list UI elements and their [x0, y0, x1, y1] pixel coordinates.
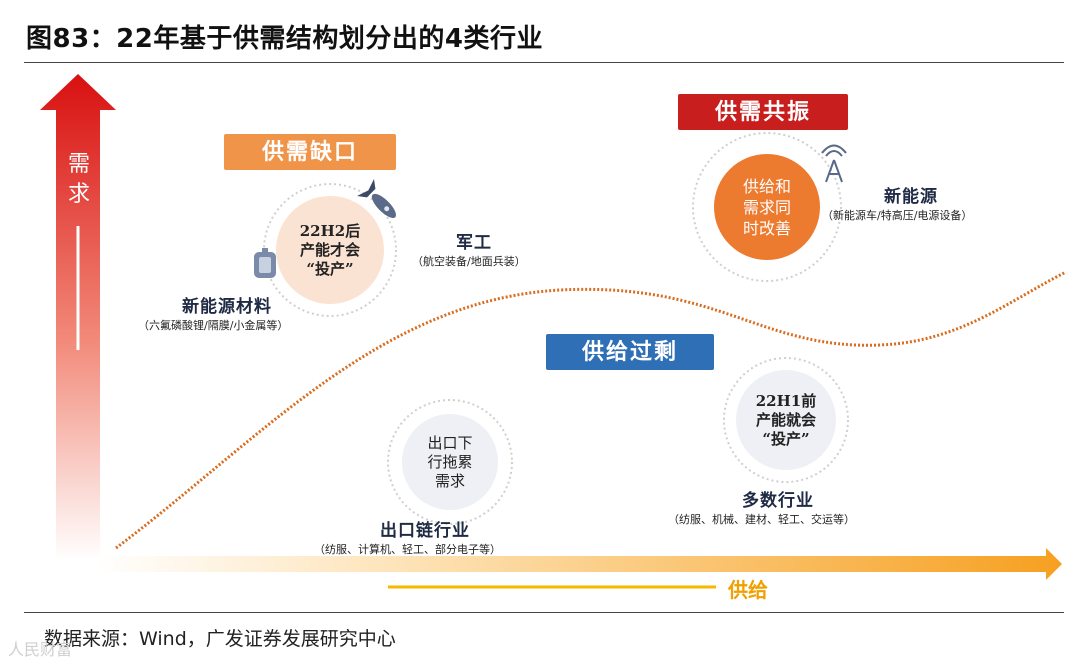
industry-name: 军工	[456, 233, 492, 253]
export-ring	[387, 399, 513, 525]
resonance-note-line2: 需求同	[742, 197, 791, 217]
surplus-ring	[723, 357, 849, 483]
surplus-note-line1: 22H1前	[755, 391, 817, 410]
watermark: 人民财富	[8, 640, 73, 659]
supply-axis-arrow	[96, 548, 1062, 589]
surplus-note-line3: “投产”	[762, 429, 810, 448]
rocket-icon	[357, 179, 396, 218]
demand-label-line1: 需	[67, 152, 90, 177]
resonance-ring	[692, 132, 842, 282]
shortage-note-line1: 22H2后	[299, 221, 361, 240]
battery-icon	[254, 248, 276, 278]
industry-new-energy-materials: 新能源材料 （六氟磷酸锂/隔膜/小金属等）	[138, 292, 288, 333]
supply-demand-resonance-tag: 供需共振	[678, 94, 848, 130]
source-note: 数据来源：Wind，广发证券发展研究中心	[44, 628, 396, 650]
industry-detail: （六氟磷酸锂/隔膜/小金属等）	[138, 319, 289, 332]
footer-rule	[24, 612, 1064, 613]
industry-new-energy: 新能源 （新能源车/特高压/电源设备）	[822, 182, 972, 223]
demand-axis-label: 需 求	[64, 150, 94, 210]
industry-detail: （航空装备/地面兵装）	[412, 255, 526, 268]
resonance-note-line3: 时改善	[742, 218, 791, 238]
title-rule	[24, 62, 1064, 63]
signal-tower-icon	[821, 144, 847, 183]
surplus-note-line2: 产能就会	[755, 410, 816, 429]
export-note-line2: 行拖累	[427, 452, 473, 471]
shortage-note-line3: “投产”	[306, 259, 354, 278]
industry-military: 军工 （航空装备/地面兵装）	[412, 228, 526, 269]
industry-detail: （新能源车/特高压/电源设备）	[822, 209, 973, 222]
export-note-bubble: 出口下 行拖累 需求	[402, 414, 498, 510]
industry-many: 多数行业 （纺服、机械、建材、轻工、交运等）	[668, 486, 855, 527]
export-note-line3: 需求	[434, 471, 465, 490]
surplus-note-bubble: 22H1前 产能就会 “投产”	[736, 370, 836, 470]
shortage-note-bubble: 22H2后 产能才会 “投产”	[276, 196, 384, 304]
supply-axis-label: 供给	[728, 578, 768, 602]
figure-title: 图83：22年基于供需结构划分出的4类行业	[26, 24, 543, 54]
industry-detail: （纺服、机械、建材、轻工、交运等）	[668, 513, 855, 526]
industry-name: 新能源	[884, 187, 938, 207]
industry-export-chain: 出口链行业 （纺服、计算机、轻工、部分电子等）	[314, 516, 501, 557]
resonance-note-bubble: 供给和 需求同 时改善	[714, 154, 820, 260]
supply-shortage-tag: 供需缺口	[224, 134, 396, 170]
demand-label-line2: 求	[67, 182, 90, 207]
supply-surplus-tag: 供给过剩	[546, 334, 714, 370]
shortage-note-line2: 产能才会	[299, 240, 360, 259]
shortage-ring	[263, 183, 397, 317]
export-note-line1: 出口下	[427, 433, 473, 452]
demand-axis-arrow	[40, 74, 116, 560]
industry-name: 出口链行业	[380, 521, 470, 541]
industry-name: 新能源材料	[182, 297, 272, 317]
industry-detail: （纺服、计算机、轻工、部分电子等）	[314, 543, 501, 556]
resonance-note-line1: 供给和	[742, 176, 791, 196]
industry-name: 多数行业	[742, 491, 814, 511]
supply-demand-curve	[115, 270, 1067, 550]
